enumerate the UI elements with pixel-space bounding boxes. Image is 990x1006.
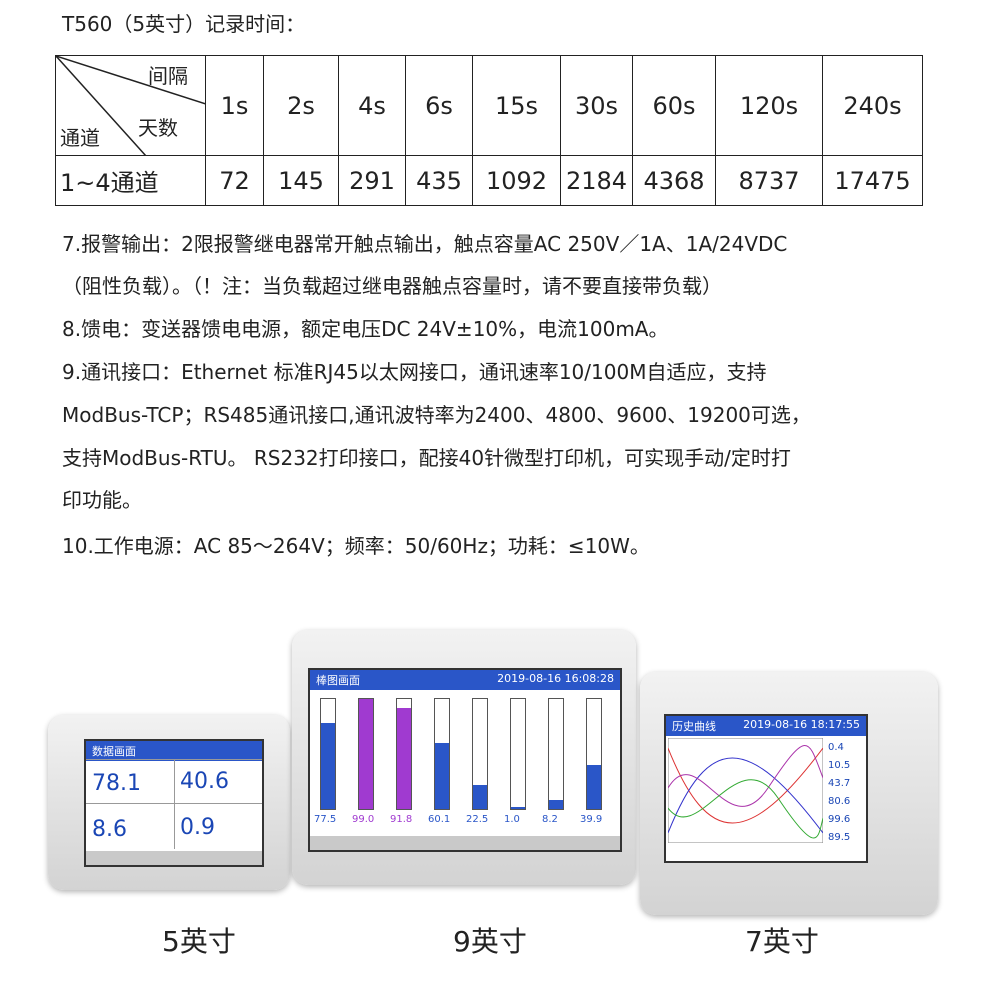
screen-title: 数据画面 xyxy=(92,745,136,758)
text-line: 印功能。 xyxy=(62,488,142,512)
reading-list: 0.4 10.5 43.7 80.6 99.6 89.5 xyxy=(826,738,864,848)
text-line: 9.通讯接口：Ethernet 标准RJ45以太网接口，通讯速率10/100M自… xyxy=(62,360,767,384)
level-bar xyxy=(586,698,602,810)
reading: 1.0 xyxy=(504,814,520,825)
reading: 99.6 xyxy=(828,814,851,825)
corner-channel: 通道 xyxy=(60,126,100,150)
reading: 8.2 xyxy=(542,814,558,825)
reading: 77.5 xyxy=(314,814,337,825)
screen-title: 历史曲线 xyxy=(672,720,716,733)
level-fill xyxy=(397,707,411,809)
caption: 9英寸 xyxy=(453,925,527,958)
reading: 89.5 xyxy=(828,832,851,843)
days-cell: 17475 xyxy=(823,156,923,206)
reading: 78.1 xyxy=(92,771,141,796)
text-line: （阻性负载）。（！注：当负载超过继电器触点容量时，请不要直接带负载） xyxy=(62,274,722,298)
level-fill xyxy=(511,806,525,809)
screen: 棒图画面 2019-08-16 16:08:28 77.5 99.0 91.8 60.1… xyxy=(308,668,622,852)
reading: 39.9 xyxy=(580,814,603,825)
interval-header: 1s xyxy=(206,56,264,156)
device-7in: 历史曲线 2019-08-16 18:17:55 0.4 10.5 43.7 80.6 9… xyxy=(640,672,938,915)
reading: 0.9 xyxy=(180,815,215,840)
interval-header: 6s xyxy=(406,56,473,156)
level-fill xyxy=(473,784,487,809)
interval-header: 2s xyxy=(264,56,339,156)
reading: 80.6 xyxy=(828,796,851,807)
days-cell: 1092 xyxy=(473,156,561,206)
row-label: 1~4通道 xyxy=(56,156,206,206)
reading: 40.6 xyxy=(180,769,229,794)
reading: 99.0 xyxy=(352,814,375,825)
interval-header: 15s xyxy=(473,56,561,156)
text-line: 7.报警输出：2限报警继电器常开触点输出，触点容量AC 250V／1A、1A/2… xyxy=(62,232,788,256)
reading: 60.1 xyxy=(428,814,451,825)
corner-days: 天数 xyxy=(138,116,178,140)
level-fill xyxy=(435,743,449,809)
screen-header: 数据画面 xyxy=(86,741,262,761)
reading: 22.5 xyxy=(466,814,489,825)
device-5in: 数据画面 78.1 40.6 8.6 0.9 xyxy=(48,715,290,890)
device-9in: 棒图画面 2019-08-16 16:08:28 77.5 99.0 91.8 60.1… xyxy=(292,630,636,885)
screen-time: 2019-08-16 16:08:28 xyxy=(497,672,614,685)
corner-diagonals xyxy=(56,56,206,156)
level-bar xyxy=(434,698,450,810)
level-bar xyxy=(320,698,336,810)
level-fill xyxy=(587,765,601,809)
days-cell: 72 xyxy=(206,156,264,206)
days-cell: 8737 xyxy=(716,156,823,206)
interval-header: 30s xyxy=(561,56,633,156)
level-fill xyxy=(549,800,563,809)
level-bar xyxy=(510,698,526,810)
reading: 91.8 xyxy=(390,814,413,825)
screen-title: 棒图画面 xyxy=(316,674,360,687)
level-bar xyxy=(396,698,412,810)
screen-time: 2019-08-16 18:17:55 xyxy=(743,718,860,731)
interval-header: 120s xyxy=(716,56,823,156)
text-line: ModBus-TCP；RS485通讯接口,通讯波特率为2400、4800、960… xyxy=(62,403,811,427)
days-cell: 435 xyxy=(406,156,473,206)
reading: 0.4 xyxy=(828,742,844,753)
interval-header: 4s xyxy=(339,56,406,156)
screen: 数据画面 78.1 40.6 8.6 0.9 xyxy=(84,739,264,867)
text-line: 10.工作电源：AC 85～264V；频率：50/60Hz；功耗：≤10W。 xyxy=(62,534,650,558)
reading: 8.6 xyxy=(92,817,127,842)
corner-cell xyxy=(56,56,206,156)
screen: 历史曲线 2019-08-16 18:17:55 0.4 10.5 43.7 80.6 9… xyxy=(664,714,868,863)
days-cell: 2184 xyxy=(561,156,633,206)
days-cell: 291 xyxy=(339,156,406,206)
bar-area: 77.5 99.0 91.8 60.1 22.5 1.0 8.2 39.9 xyxy=(310,690,620,835)
screen-header: 棒图画面 2019-08-16 16:08:28 xyxy=(310,670,620,690)
corner-interval: 间隔 xyxy=(148,64,188,88)
days-cell: 145 xyxy=(264,156,339,206)
level-bar xyxy=(548,698,564,810)
record-table: 间隔 天数 通道 1s 2s 4s 6s 15s 30s 60s 120s 240s 1~4通道 7… xyxy=(55,55,923,206)
level-fill xyxy=(359,699,373,809)
caption: 7英寸 xyxy=(745,925,819,958)
level-bar xyxy=(472,698,488,810)
interval-header: 60s xyxy=(633,56,716,156)
caption: 5英寸 xyxy=(162,925,236,958)
screen-header: 历史曲线 2019-08-16 18:17:55 xyxy=(666,716,866,736)
curve-plot xyxy=(668,738,823,843)
level-bar xyxy=(358,698,374,810)
text-line: 8.馈电：变送器馈电电源，额定电压DC 24V±10%，电流100mA。 xyxy=(62,317,669,341)
interval-header: 240s xyxy=(823,56,923,156)
days-cell: 4368 xyxy=(633,156,716,206)
reading: 10.5 xyxy=(828,760,851,771)
section-title: T560（5英寸）记录时间： xyxy=(62,12,306,36)
level-fill xyxy=(321,723,335,809)
text-line: 支持ModBus-RTU。 RS232打印接口，配接40针微型打印机，可实现手动… xyxy=(62,446,791,470)
reading: 43.7 xyxy=(828,778,851,789)
